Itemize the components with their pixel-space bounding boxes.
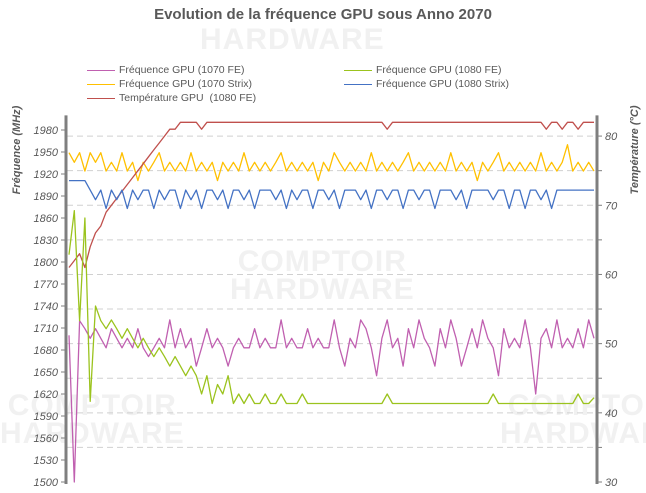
y-tick-label: 1560 [34,433,59,445]
series-line-1 [68,144,595,182]
legend-item: Température GPU (1080 FE) [87,92,256,104]
y2-tick-label: 80 [605,131,618,143]
y-tick-label: 1920 [34,169,59,181]
legend-swatch [87,83,115,85]
y-axis-title: Fréquence (MHz) [11,105,23,194]
y-tick-label: 1800 [34,257,59,269]
y-tick-label: 1650 [34,367,59,379]
y-tick-label: 1860 [34,213,59,225]
y2-axis-title: Température (°C) [629,105,641,194]
y-tick-label: 1620 [34,389,59,401]
legend-swatch [344,69,372,71]
series-line-2 [68,121,594,269]
legend-swatch [344,83,372,85]
legend-label: Fréquence GPU (1080 Strix) [376,78,510,90]
y-tick-label: 1950 [34,147,59,159]
y-tick-label: 1710 [34,323,59,335]
legend-label: Fréquence GPU (1070 FE) [119,64,245,76]
series-line-0 [68,319,595,483]
y-tick-label: 1590 [34,411,59,423]
legend-swatch [87,69,115,71]
legend-swatch [87,97,115,99]
y2-tick-label: 70 [605,200,618,212]
y-tick-label: 1740 [34,301,59,313]
legend-item: Fréquence GPU (1080 FE) [344,64,501,76]
y-tick-label: 1980 [34,125,59,137]
legend-item: Fréquence GPU (1070 FE) [87,64,244,76]
y2-tick-label: 50 [605,339,618,351]
y-tick-label: 1500 [34,477,59,489]
y-tick-label: 1770 [34,279,59,291]
watermark: HARDWARE [200,23,385,56]
legend-label: Fréquence GPU (1080 FE) [376,64,502,76]
legend-label: Température GPU (1080 FE) [119,92,257,104]
series-line-3 [68,210,595,405]
y2-tick-label: 30 [605,477,618,489]
y-tick-label: 1680 [34,345,59,357]
legend-item: Fréquence GPU (1070 Strix) [87,78,252,90]
y2-tick-label: 40 [605,408,618,420]
y-tick-label: 1530 [34,455,59,467]
legend-label: Fréquence GPU (1070 Strix) [119,78,253,90]
chart-title: Evolution de la fréquence GPU sous Anno … [154,6,492,23]
series-line-4 [69,179,594,210]
y-tick-label: 1830 [34,235,59,247]
y2-tick-label: 60 [605,269,618,281]
legend-item: Fréquence GPU (1080 Strix) [344,78,509,90]
y-tick-label: 1890 [34,191,59,203]
